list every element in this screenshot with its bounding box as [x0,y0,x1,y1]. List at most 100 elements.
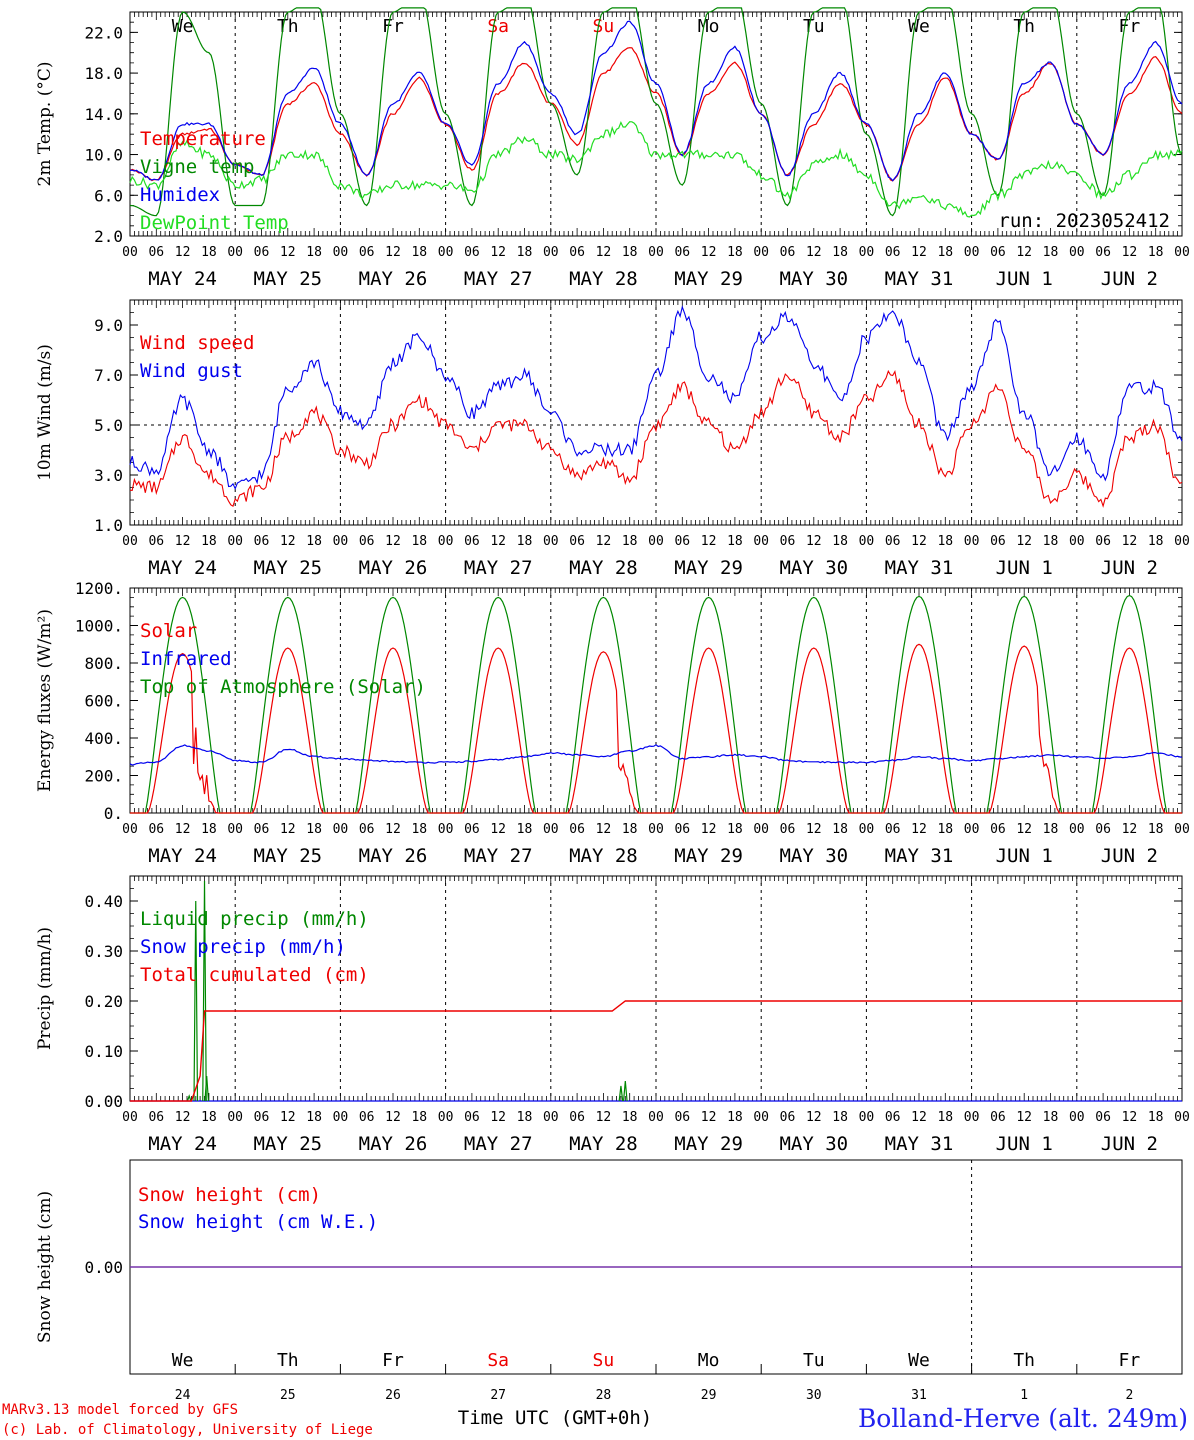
weekday-label: Tu [803,1350,825,1371]
day-number-label: 27 [490,1388,506,1403]
x-date-label: MAY 24 [148,557,217,579]
x-date-label: MAY 26 [359,845,428,867]
day-number-label: 28 [596,1388,612,1403]
x-hour-label: 12 [596,822,612,837]
precip-spike [193,900,199,1102]
x-hour-label: 06 [148,534,164,549]
x-hour-label: 12 [1016,822,1032,837]
x-date-label: MAY 28 [569,268,638,290]
x-hour-label: 12 [490,245,506,260]
y-tick-label: 0.20 [84,992,123,1011]
x-hour-label: 00 [1174,245,1190,260]
x-hour-label: 12 [490,1110,506,1125]
x-hour-label: 12 [701,822,717,837]
x-hour-label: 18 [411,534,427,549]
x-hour-label: 18 [937,534,953,549]
x-date-label: MAY 29 [674,845,743,867]
x-hour-label: 18 [727,245,743,260]
x-hour-label: 12 [701,1110,717,1125]
x-date-label: MAY 30 [779,845,848,867]
x-hour-label: 18 [1148,822,1164,837]
x-hour-label: 12 [1016,1110,1032,1125]
x-hour-label: 06 [359,534,375,549]
x-hour-label: 12 [280,245,296,260]
y-tick-label: 400. [84,729,123,748]
x-date-label: MAY 29 [674,268,743,290]
x-hour-label: 18 [201,1110,217,1125]
x-hour-label: 00 [438,822,454,837]
weekday-label: Fr [1119,1350,1141,1371]
x-hour-label: 18 [832,822,848,837]
weekday-label: Fr [1119,16,1141,37]
x-date-label: MAY 25 [253,845,322,867]
x-hour-label: 00 [648,534,664,549]
y-minor-ticks [130,11,1182,237]
y-tick-label: 1.0 [94,516,123,535]
x-date-label: MAY 27 [464,845,533,867]
y-tick-label: 800. [84,654,123,673]
x-hour-label: 06 [569,245,585,260]
x-date-label: MAY 25 [253,268,322,290]
x-hour-label: 00 [543,534,559,549]
legend-entry: Top of Atmosphere (Solar) [140,676,426,698]
series-line-humidex [129,20,1183,182]
x-hour-label: 00 [543,245,559,260]
weekday-label: We [172,1350,194,1371]
precip-spike [204,1075,210,1102]
x-date-label: JUN 2 [1101,557,1158,579]
x-hour-label: 18 [622,1110,638,1125]
x-hour-label: 12 [701,534,717,549]
y-tick-label: 9.0 [94,316,123,335]
weekday-label: Mo [698,16,720,37]
x-hour-label: 00 [648,245,664,260]
x-hour-label: 00 [964,1110,980,1125]
x-hour-label: 18 [411,822,427,837]
x-hour-label: 18 [727,1110,743,1125]
day-number-label: 1 [1020,1388,1028,1403]
x-hour-label: 06 [780,245,796,260]
x-hour-label: 12 [911,1110,927,1125]
y-tick-label: 2.0 [94,227,123,246]
x-date-label: JUN 1 [996,845,1053,867]
x-hour-label: 18 [1148,1110,1164,1125]
x-hour-label: 12 [490,534,506,549]
x-hour-label: 06 [990,534,1006,549]
x-hour-label: 06 [1095,534,1111,549]
y-axis-label: 2m Temp. (°C) [35,61,55,186]
x-hour-label: 00 [859,1110,875,1125]
y-tick-label: 1000. [75,617,123,636]
y-tick-label: 0.30 [84,942,123,961]
x-hour-label: 00 [753,1110,769,1125]
weekday-label: Tu [803,16,825,37]
x-hour-label: 06 [359,245,375,260]
x-hour-label: 06 [254,822,270,837]
y-tick-label: 1200. [75,579,123,598]
x-hour-label: 12 [701,245,717,260]
x-ticks [129,12,1183,236]
y-tick-label: 3.0 [94,466,123,485]
y-tick-label: 14.0 [84,105,123,124]
legend-entry: Infrared [140,648,232,670]
x-hour-label: 06 [990,822,1006,837]
x-hour-label: 18 [727,822,743,837]
x-hour-label: 00 [1069,245,1085,260]
day-number-label: 31 [911,1388,927,1403]
weekday-label: We [908,16,930,37]
x-hour-label: 18 [1043,1110,1059,1125]
x-hour-label: 06 [674,822,690,837]
x-hour-label: 12 [806,822,822,837]
y-tick-label: 600. [84,692,123,711]
y-tick-label: 0.00 [84,1092,123,1111]
x-hour-label: 18 [411,245,427,260]
x-hour-label: 06 [674,534,690,549]
x-hour-label: 00 [543,1110,559,1125]
x-hour-label: 00 [1174,1110,1190,1125]
y-tick-label: 0.40 [84,892,123,911]
x-date-label: MAY 30 [779,557,848,579]
x-hour-label: 00 [1174,822,1190,837]
x-hour-label: 12 [175,822,191,837]
x-hour-label: 12 [596,1110,612,1125]
x-hour-label: 06 [148,822,164,837]
legend-entry: Snow height (cm) [138,1184,321,1206]
